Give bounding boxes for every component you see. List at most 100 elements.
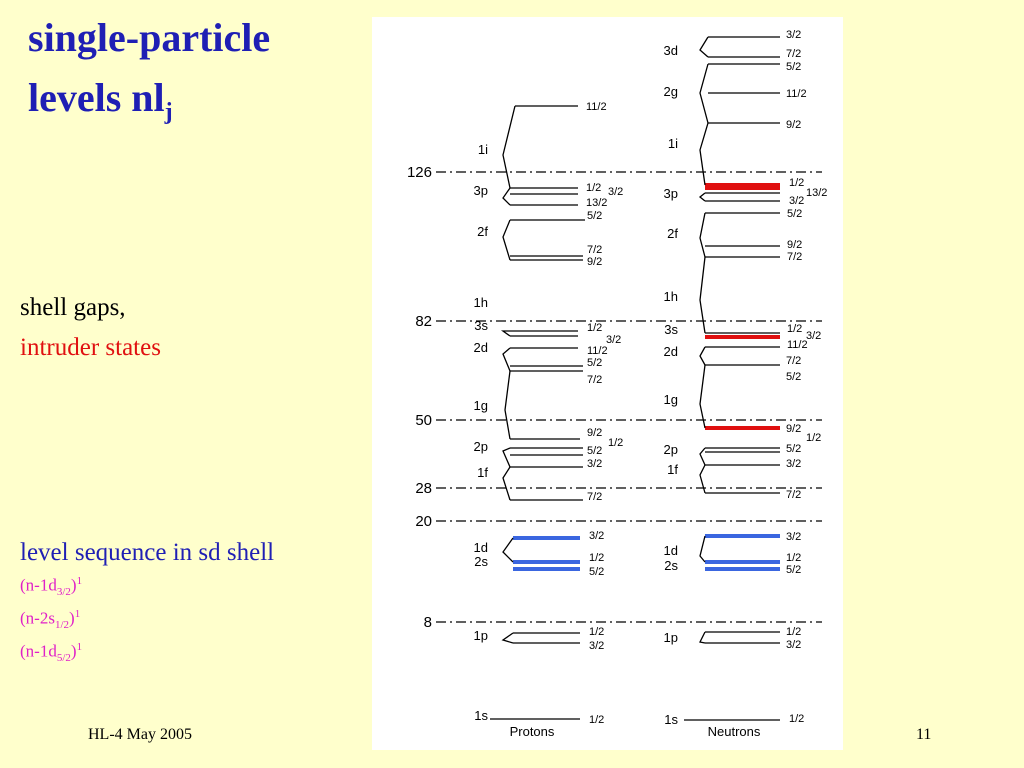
- orbital-label-proton: 2d: [474, 340, 488, 355]
- j-label-proton: 9/2: [587, 256, 602, 268]
- column-label-neutrons: Neutrons: [708, 724, 761, 739]
- orbital-label-proton: 2s: [474, 554, 488, 569]
- level-scheme-diagram: 126 82 50 28 20 8 3p 2f 1i 1h 3s 2d 1g 2p 1f 1d 2s 1p 1s 11…: [372, 17, 843, 750]
- orbital-label-neutron: 2f: [667, 226, 678, 241]
- j-label-proton: 3/2: [606, 334, 621, 346]
- orbital-label-proton: 1s: [474, 708, 488, 723]
- config-suffix: ): [70, 641, 77, 661]
- page-number: 11: [916, 726, 932, 743]
- orbital-label-proton: 1g: [474, 398, 488, 413]
- split-connector: [699, 464, 706, 494]
- orbital-label-neutron: 2p: [664, 442, 678, 457]
- orbital-label-proton: 2f: [477, 224, 488, 239]
- config-n-1d52: (n-1d5/2)1: [20, 641, 82, 664]
- magic-number-label: 82: [415, 313, 432, 330]
- config-suffix: ): [70, 575, 77, 595]
- footer-date: HL-4 May 2005: [88, 726, 192, 743]
- config-sup: 1: [74, 608, 81, 620]
- j-label-neutron: 13/2: [806, 187, 827, 199]
- split-connector: [699, 122, 709, 186]
- j-label-neutron: 1/2: [787, 323, 802, 335]
- magic-number-label: 126: [407, 164, 432, 181]
- split-connector: [500, 330, 511, 337]
- orbital-label-proton: 1p: [474, 628, 488, 643]
- j-label-proton: 3/2: [608, 186, 623, 198]
- orbital-label-proton: 1i: [478, 142, 488, 157]
- split-connector: [502, 537, 514, 563]
- config-prefix: (n-1d: [20, 575, 57, 595]
- config-sub: 3/2: [56, 586, 71, 599]
- title-line-2-text: levels nl: [28, 75, 165, 120]
- j-label-neutron: 5/2: [786, 443, 801, 455]
- orbital-label-neutron: 2g: [664, 84, 678, 99]
- j-label-proton: 1/2: [589, 626, 604, 638]
- j-label-proton: 1/2: [586, 182, 601, 194]
- orbital-label-proton: 1h: [474, 295, 488, 310]
- note-intruder-states: intruder states: [20, 334, 161, 361]
- j-label-proton: 1/2: [589, 714, 604, 726]
- j-label-proton: 5/2: [587, 357, 602, 369]
- j-label-proton: 9/2: [587, 427, 602, 439]
- j-label-neutron: 7/2: [786, 48, 801, 60]
- j-label-neutron: 5/2: [786, 371, 801, 383]
- magic-number-label: 28: [415, 480, 432, 497]
- j-label-neutron: 7/2: [786, 355, 801, 367]
- config-n-1d32: (n-1d3/2)1: [20, 575, 82, 598]
- j-label-neutron: 3/2: [786, 639, 801, 651]
- orbital-label-neutron: 1h: [664, 289, 678, 304]
- j-label-proton: 1/2: [587, 322, 602, 334]
- title-line-2: levels nlj: [28, 68, 270, 142]
- orbital-label-neutron: 3d: [664, 43, 678, 58]
- j-label-neutron: 1/2: [786, 626, 801, 638]
- split-connector: [699, 364, 706, 429]
- orbital-label-neutron: 2s: [664, 558, 678, 573]
- slide-title: single-particle levels nlj: [28, 8, 270, 142]
- orbital-label-neutron: 1s: [664, 712, 678, 727]
- orbital-label-neutron: 1p: [664, 630, 678, 645]
- title-subscript: j: [164, 99, 173, 125]
- j-label-proton: 13/2: [586, 197, 607, 209]
- j-label-proton: 11/2: [586, 101, 607, 113]
- j-label-neutron: 5/2: [786, 61, 801, 73]
- level-scheme-svg: 1268250282083p2f1i1h3s2d1g2p1f1d2s1p1s11…: [407, 29, 827, 739]
- split-connector: [502, 466, 511, 501]
- config-n-2s12: (n-2s1/2)1: [20, 608, 80, 631]
- split-connector: [698, 192, 706, 202]
- orbital-label-neutron: 1f: [667, 462, 678, 477]
- config-prefix: (n-1d: [20, 641, 57, 661]
- split-connector: [699, 63, 709, 124]
- orbital-label-neutron: 3s: [664, 322, 678, 337]
- title-line-1: single-particle: [28, 15, 271, 60]
- split-connector: [699, 535, 706, 563]
- j-label-proton: 5/2: [589, 566, 604, 578]
- j-label-neutron: 5/2: [786, 564, 801, 576]
- split-connector: [502, 187, 511, 206]
- j-label-neutron: 3/2: [786, 458, 801, 470]
- split-connector: [502, 447, 511, 468]
- split-connector: [699, 36, 709, 58]
- orbital-label-proton: 2p: [474, 439, 488, 454]
- config-sup: 1: [76, 575, 83, 587]
- j-label-neutron: 9/2: [787, 239, 802, 251]
- j-label-neutron: 1/2: [806, 432, 821, 444]
- j-label-neutron: 11/2: [787, 339, 808, 351]
- j-label-neutron: 3/2: [806, 330, 821, 342]
- split-connector: [502, 219, 511, 261]
- split-connector: [504, 370, 511, 440]
- column-label-protons: Protons: [510, 724, 555, 739]
- orbital-label-proton: 3s: [474, 318, 488, 333]
- j-label-proton: 1/2: [589, 552, 604, 564]
- split-connector: [699, 256, 706, 334]
- j-label-neutron: 5/2: [787, 208, 802, 220]
- j-label-proton: 7/2: [587, 244, 602, 256]
- j-label-neutron: 1/2: [789, 713, 804, 725]
- orbital-label-proton: 1d: [474, 540, 488, 555]
- orbital-label-proton: 3p: [474, 183, 488, 198]
- split-connector: [502, 105, 516, 189]
- j-label-neutron: 7/2: [787, 251, 802, 263]
- j-label-neutron: 1/2: [786, 552, 801, 564]
- orbital-label-neutron: 3p: [664, 186, 678, 201]
- j-label-neutron: 3/2: [786, 29, 801, 41]
- config-prefix: (n-2s: [20, 608, 55, 628]
- split-connector: [699, 212, 706, 258]
